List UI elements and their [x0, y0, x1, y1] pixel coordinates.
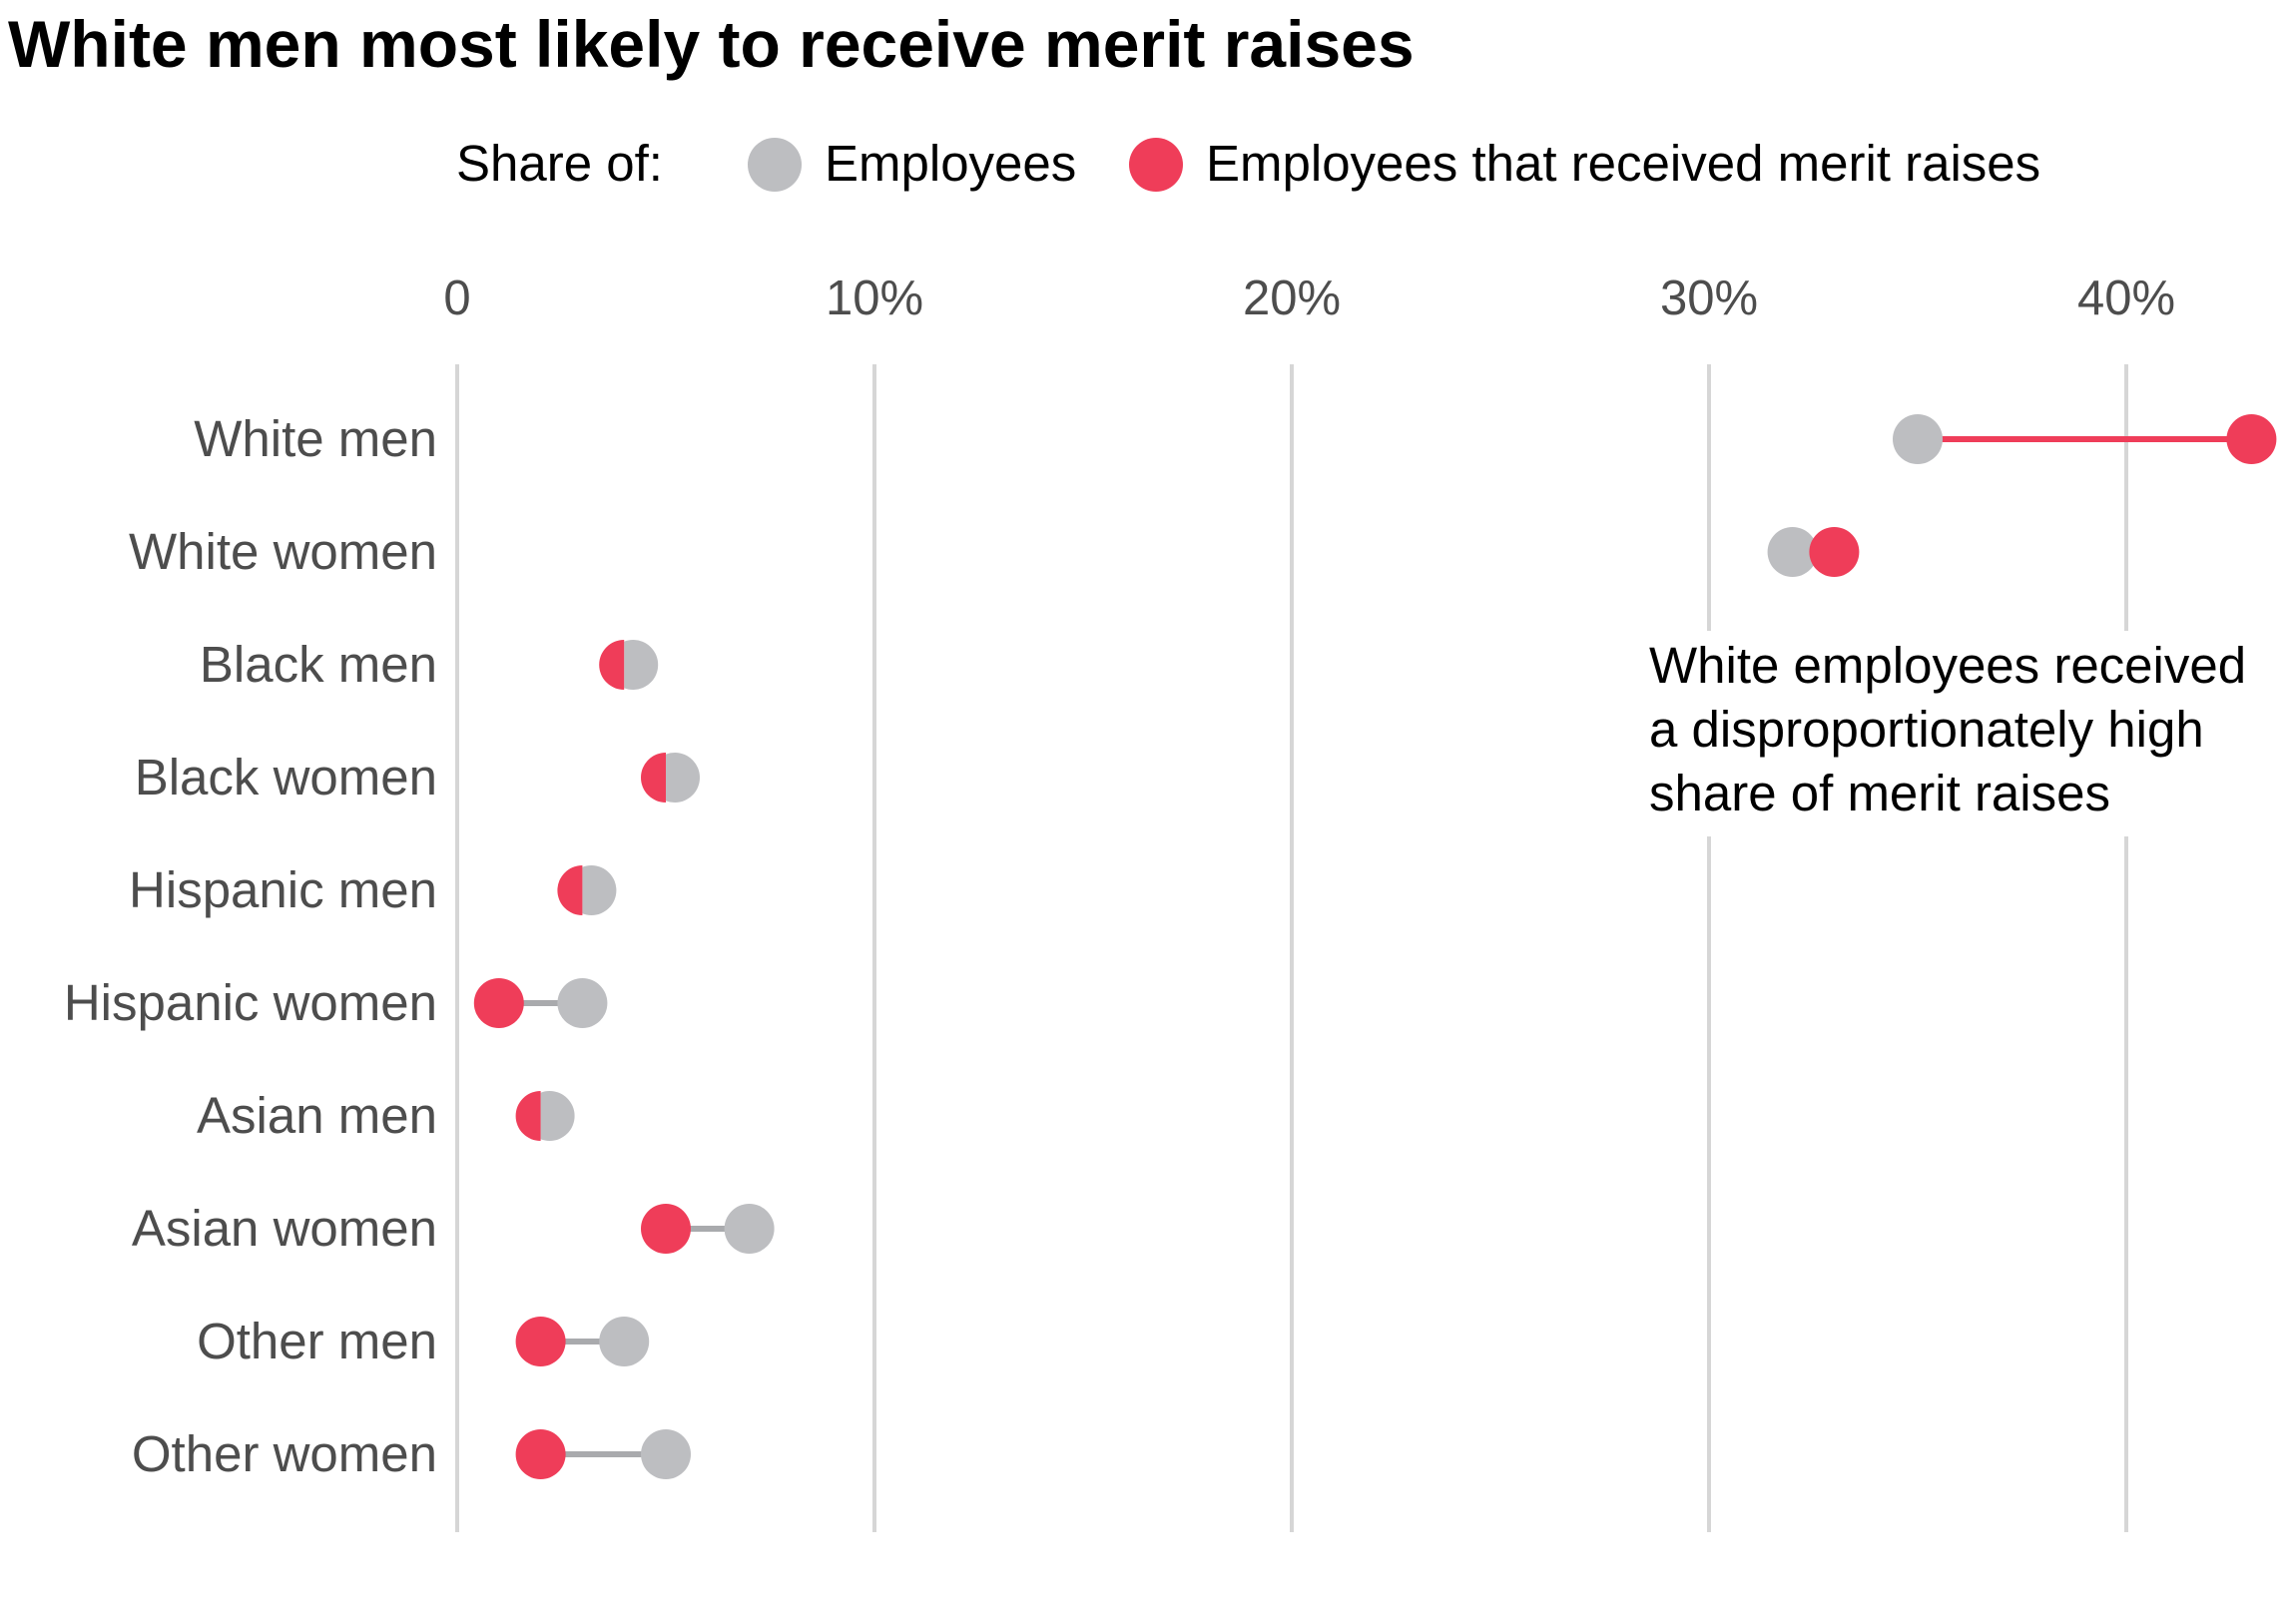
annotation-line: a disproportionately high [1649, 701, 2204, 758]
merit-point [2226, 414, 2277, 464]
employees-point [599, 1317, 650, 1366]
category-label: White men [194, 410, 437, 467]
employees-point [624, 640, 659, 690]
category-label: Asian men [197, 1087, 437, 1144]
category-label: Asian women [132, 1200, 437, 1257]
merit-point [641, 753, 666, 803]
legend: Share of: Employees Employees that receive… [456, 135, 2040, 192]
employees-point [582, 865, 617, 915]
annotation-line: share of merit raises [1649, 765, 2110, 821]
category-label: White women [129, 523, 437, 580]
employees-point [724, 1204, 775, 1254]
merit-point [515, 1091, 541, 1141]
category-label: Hispanic women [64, 974, 437, 1031]
employees-point [1767, 527, 1818, 577]
category-label: Other women [132, 1425, 437, 1482]
merit-point [641, 1204, 691, 1254]
merit-point [1809, 527, 1860, 577]
legend-label-0: Employees [825, 135, 1076, 192]
legend-swatch-1 [1129, 138, 1183, 192]
chart-title: White men most likely to receive merit r… [8, 7, 1415, 81]
merit-point [515, 1429, 566, 1479]
employees-point [540, 1091, 575, 1141]
merit-point [557, 865, 583, 915]
grid-lines [455, 364, 2128, 1532]
merit-point [473, 978, 524, 1028]
category-label: Other men [197, 1313, 437, 1369]
annotation-line: White employees received [1649, 637, 2246, 694]
employees-point [666, 753, 700, 803]
category-label: Hispanic men [129, 861, 437, 918]
merit-point [599, 640, 625, 690]
x-tick-label: 0 [443, 271, 470, 325]
merit-point [515, 1317, 566, 1366]
legend-prefix: Share of: [456, 135, 663, 192]
employees-point [641, 1429, 691, 1479]
dumbbell-marks [473, 414, 2277, 1479]
employees-point [1893, 414, 1943, 464]
annotation-background [1643, 631, 2282, 836]
legend-swatch-0 [748, 138, 802, 192]
x-tick-label: 10% [826, 271, 923, 325]
category-labels: White men White women Black men Black women… [64, 410, 437, 1482]
legend-label-1: Employees that received merit raises [1206, 135, 2040, 192]
x-axis-ticks: 0 10% 20% 30% 40% [443, 271, 2175, 325]
x-tick-label: 20% [1243, 271, 1341, 325]
employees-point [557, 978, 608, 1028]
category-label: Black women [135, 749, 437, 806]
category-label: Black men [200, 636, 437, 693]
x-tick-label: 30% [1660, 271, 1758, 325]
x-tick-label: 40% [2077, 271, 2175, 325]
annotation: White employees received a disproportiona… [1649, 637, 2246, 821]
